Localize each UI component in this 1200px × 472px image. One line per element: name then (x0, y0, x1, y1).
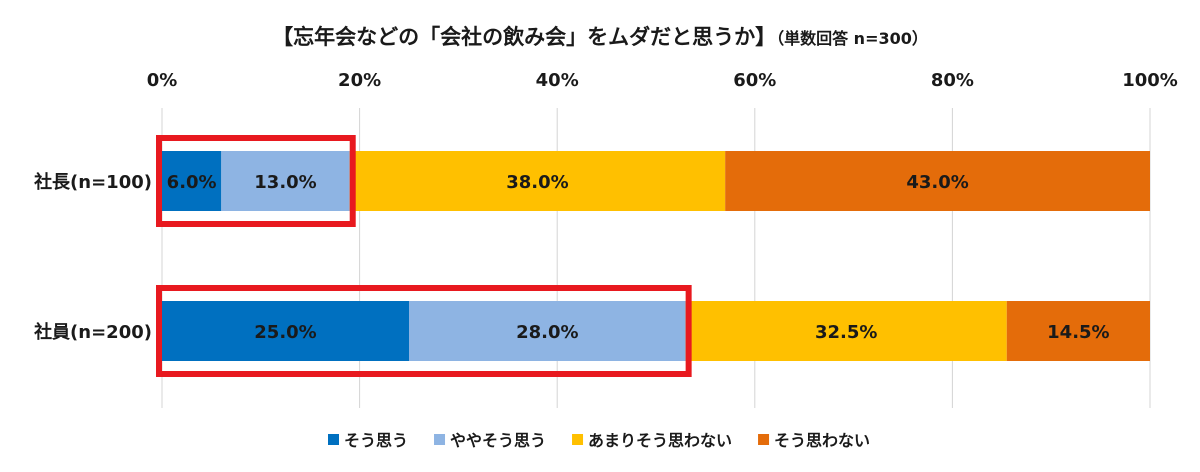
x-axis-tick-labels: 0% 20% 40% 60% 80% 100% (147, 70, 1178, 91)
highlight-boxes (156, 135, 692, 377)
data-label: 32.5% (815, 322, 877, 343)
legend-swatch (758, 434, 770, 445)
data-label: 6.0% (167, 172, 217, 193)
chart-title-subtitle: （単数回答 n=300） (776, 29, 928, 48)
bar-segment (221, 151, 350, 211)
legend-label: そう思う (344, 431, 408, 450)
category-label: 社員(n=200) (34, 321, 152, 343)
highlight-box (156, 135, 356, 227)
chart-title-main: 【忘年会などの「会社の飲み会」をムダだと思うか】 (272, 25, 776, 49)
bar-segment (1006, 301, 1150, 361)
data-label: 43.0% (906, 172, 968, 193)
x-tick-label: 0% (147, 70, 178, 91)
legend-swatch (572, 434, 584, 445)
x-tick-label: 80% (931, 70, 974, 91)
data-label: 38.0% (506, 172, 568, 193)
x-tick-label: 100% (1122, 70, 1178, 91)
data-label: 28.0% (516, 322, 578, 343)
bar-segment (685, 301, 1007, 361)
category-label: 社長(n=100) (34, 171, 152, 193)
data-label: 13.0% (254, 172, 316, 193)
bar-segment (725, 151, 1150, 211)
data-label: 25.0% (254, 322, 316, 343)
highlight-box (156, 285, 692, 377)
x-tick-label: 20% (338, 70, 381, 91)
bars (162, 151, 1150, 361)
bar-segment (162, 151, 222, 211)
bar-segment (349, 151, 726, 211)
data-label: 14.5% (1047, 322, 1109, 343)
legend-swatch (434, 434, 446, 445)
x-tick-label: 40% (536, 70, 579, 91)
bar-segment (409, 301, 686, 361)
chart-title: 【忘年会などの「会社の飲み会」をムダだと思うか】（単数回答 n=300） (272, 25, 928, 49)
legend-label: あまりそう思わない (588, 431, 732, 450)
legend: そう思う ややそう思う あまりそう思わない そう思わない (328, 431, 870, 450)
legend-label: そう思わない (774, 431, 870, 450)
legend-swatch (328, 434, 339, 445)
bar-segment (162, 301, 409, 361)
x-tick-label: 60% (733, 70, 776, 91)
data-labels: 6.0% 13.0% 38.0% 43.0% 25.0% 28.0% 32.5% 14.5% (167, 172, 1110, 343)
category-labels: 社長(n=100) 社員(n=200) (34, 171, 152, 343)
legend-label: ややそう思う (450, 431, 546, 450)
